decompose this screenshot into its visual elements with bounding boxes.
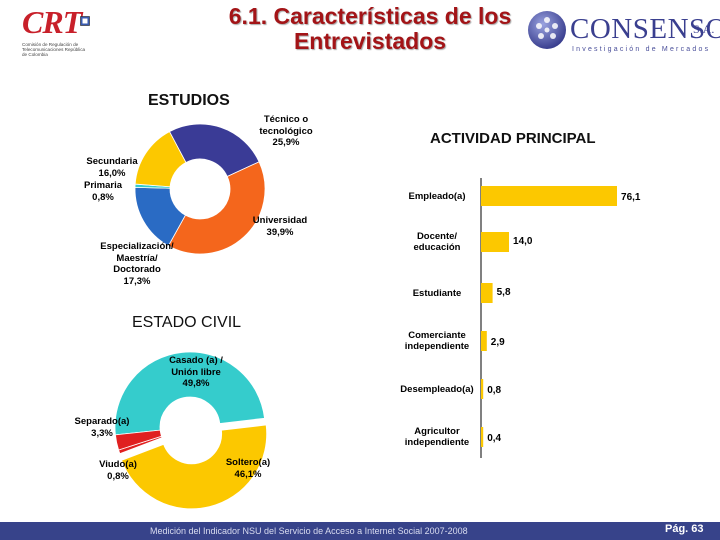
actividad-value-label: 0,8 [487, 385, 502, 396]
civil-slice-separado [114, 429, 162, 451]
actividad-bar-1 [481, 186, 617, 206]
actividad-value-label: 0,4 [487, 433, 502, 444]
actividad-category-label: Estudiante [412, 287, 462, 299]
crt-logo: CRT [22, 4, 82, 40]
civil-label-separado: Separado(a) 3,3% [74, 416, 130, 439]
actividad-bar-3 [481, 283, 493, 303]
civil-label-soltero: Soltero(a) 46,1% [225, 457, 271, 480]
actividad-category-label: Docente/educación [413, 231, 461, 253]
actividad-value-label: 76,1 [621, 192, 641, 203]
estudios-label-primaria: Primaria 0,8% [83, 180, 123, 203]
actividad-value-label: 14,0 [513, 236, 533, 247]
actividad-bar-6 [481, 427, 484, 447]
estado-civil-title: ESTADO CIVIL [132, 314, 242, 331]
actividad-bar-4 [481, 331, 487, 351]
footer-bar [0, 522, 720, 540]
estudios-label-secundaria: Secundaria 16,0% [86, 156, 138, 179]
estudios-label-especializacion: Especialización/ Maestría/ Doctorado 17,… [100, 241, 174, 287]
consenso-logo-suffix: S.A. [693, 22, 715, 36]
actividad-category-label: Empleado(a) [408, 190, 466, 202]
estudios-label-tecnico: Técnico o tecnológico 25,9% [259, 114, 313, 148]
estudios-slice-tecnico [168, 123, 260, 178]
estudios-title: ESTUDIOS [148, 92, 230, 109]
actividad-title: ACTIVIDAD PRINCIPAL [430, 130, 596, 147]
civil-label-casado: Casado (a) / Unión libre 49,8% [169, 355, 223, 389]
actividad-value-label: 2,9 [490, 337, 505, 348]
consenso-globe-icon [528, 11, 566, 49]
actividad-bar-5 [481, 379, 484, 399]
estudios-label-universidad: Universidad 39,9% [252, 215, 308, 238]
footer-text: Medición del Indicador NSU del Servicio … [150, 526, 468, 536]
actividad-category-label: Comerciante independiente [404, 330, 470, 352]
crt-logo-subtitle: Comisión de Regulación de Telecomunicaci… [22, 42, 86, 57]
crt-badge-icon [80, 16, 90, 26]
estudios-slice-secundaria [134, 131, 187, 188]
page-title-line1: 6.1. Características de los [228, 3, 512, 29]
actividad-bar-2 [481, 232, 509, 252]
page-title-line2: Entrevistados [293, 28, 447, 54]
estudios-slice-universidad [167, 161, 266, 255]
page-number: Pág. 63 [665, 523, 704, 535]
page-title: 6.1. Características de los Entrevistado… [120, 4, 620, 54]
civil-slice-soltero [121, 424, 268, 510]
actividad-category-label: Agricultor independiente [404, 426, 470, 448]
actividad-value-label: 5,8 [496, 287, 511, 298]
consenso-logo-name: CONSENSO [570, 13, 720, 45]
civil-slice-casado [114, 351, 265, 436]
civil-label-viudo: Viudo(a) 0,8% [99, 459, 137, 482]
consenso-logo-tagline: Investigación de Mercados [572, 46, 711, 53]
actividad-category-label: Desempleado(a) [400, 383, 474, 395]
